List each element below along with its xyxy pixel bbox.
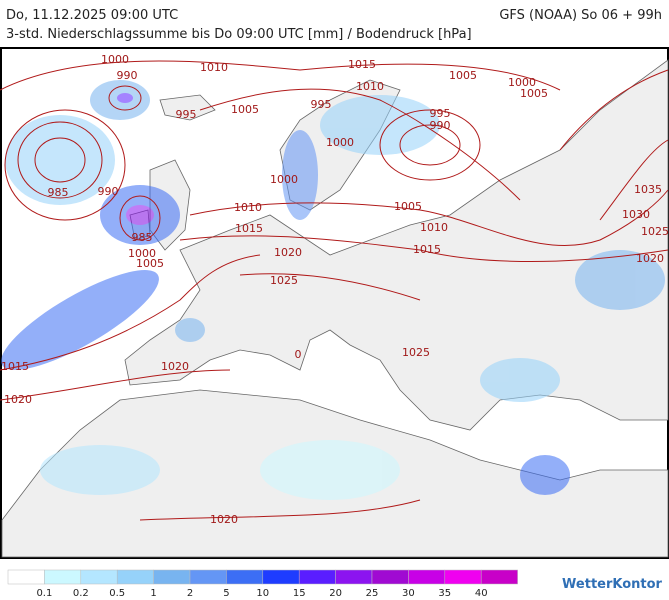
legend-swatch bbox=[44, 569, 82, 585]
isobar-label: 990 bbox=[430, 119, 451, 132]
header-date: Do, 11.12.2025 09:00 UTC bbox=[6, 8, 178, 23]
legend-label: 40 bbox=[475, 588, 488, 599]
legend-swatch bbox=[335, 569, 373, 585]
isobar-label: 1020 bbox=[161, 360, 189, 373]
logo: WetterKontor bbox=[562, 577, 663, 592]
isobar-label: 1035 bbox=[634, 183, 662, 196]
subtitle: 3-std. Niederschlagssumme bis Do 09:00 U… bbox=[6, 27, 472, 42]
isobar-label: 1010 bbox=[420, 221, 448, 234]
isobar-label: 1015 bbox=[235, 222, 263, 235]
isobar-label: 995 bbox=[430, 107, 451, 120]
isobar-label: 990 bbox=[117, 69, 138, 82]
legend-label: 35 bbox=[438, 588, 451, 599]
legend-label: 0.2 bbox=[73, 588, 89, 599]
legend-label: 1 bbox=[150, 588, 156, 599]
legend-swatch bbox=[153, 569, 191, 585]
isobar-label: 1020 bbox=[636, 252, 664, 265]
legend-label: 20 bbox=[329, 588, 342, 599]
legend-label: 25 bbox=[366, 588, 379, 599]
isobar-label: 985 bbox=[132, 231, 153, 244]
legend-label: 15 bbox=[293, 588, 306, 599]
isobar-label: 1000 bbox=[508, 76, 536, 89]
header-model: GFS (NOAA) So 06 + 99h bbox=[499, 8, 662, 23]
legend-swatch bbox=[444, 569, 482, 585]
precipitation bbox=[1, 80, 665, 500]
legend-swatch bbox=[80, 569, 118, 585]
isobar-label: 1015 bbox=[348, 58, 376, 71]
isobar-label: 1025 bbox=[402, 346, 430, 359]
isobar-label: 995 bbox=[176, 108, 197, 121]
isobar-label: 1025 bbox=[641, 225, 669, 238]
isobar-label: 1000 bbox=[326, 136, 354, 149]
legend-swatch bbox=[371, 569, 409, 585]
isobar-label: 1000 bbox=[128, 247, 156, 260]
isobar-label: 1005 bbox=[449, 69, 477, 82]
isobar-label: 1010 bbox=[234, 201, 262, 214]
legend-label: 10 bbox=[256, 588, 269, 599]
legend-label: 2 bbox=[187, 588, 193, 599]
isobar-label: 1000 bbox=[270, 173, 298, 186]
isobar-label: 1005 bbox=[136, 257, 164, 270]
isobar-label: 1005 bbox=[394, 200, 422, 213]
isobar-label: 0 bbox=[295, 348, 302, 361]
isobar-label: 1020 bbox=[274, 246, 302, 259]
isobar-label: 1000 bbox=[101, 53, 129, 66]
legend-swatch bbox=[189, 569, 227, 585]
legend-swatch bbox=[226, 569, 264, 585]
isobar-label: 1010 bbox=[200, 61, 228, 74]
isobar-label: 1030 bbox=[622, 208, 650, 221]
legend-swatch bbox=[298, 569, 336, 585]
isobar-label: 1005 bbox=[520, 87, 548, 100]
isobar-label: 985 bbox=[48, 186, 69, 199]
isobars bbox=[0, 60, 669, 521]
legend-label: 0.5 bbox=[109, 588, 125, 599]
legend-label: 0.1 bbox=[36, 588, 52, 599]
isobar-label: 990 bbox=[98, 185, 119, 198]
legend-swatch bbox=[480, 569, 518, 585]
isobar-label: 1020 bbox=[4, 393, 32, 406]
isobar-label: 1015 bbox=[413, 243, 441, 256]
isobar-label: 995 bbox=[311, 98, 332, 111]
isobar-label: 1015 bbox=[1, 360, 29, 373]
legend-swatch bbox=[262, 569, 300, 585]
legend-label: 5 bbox=[223, 588, 229, 599]
legend-swatch bbox=[408, 569, 446, 585]
legend-swatch bbox=[116, 569, 154, 585]
legend-label: 30 bbox=[402, 588, 415, 599]
isobar-label: 1020 bbox=[210, 513, 238, 526]
legend: 0.1 0.2 0.5 1 2 5 10 15 20 25 30 35 40 bbox=[7, 569, 518, 599]
isobar-label: 1025 bbox=[270, 274, 298, 287]
legend-swatch bbox=[7, 569, 45, 585]
isobar-label: 1005 bbox=[231, 103, 259, 116]
isobar-label: 1010 bbox=[356, 80, 384, 93]
